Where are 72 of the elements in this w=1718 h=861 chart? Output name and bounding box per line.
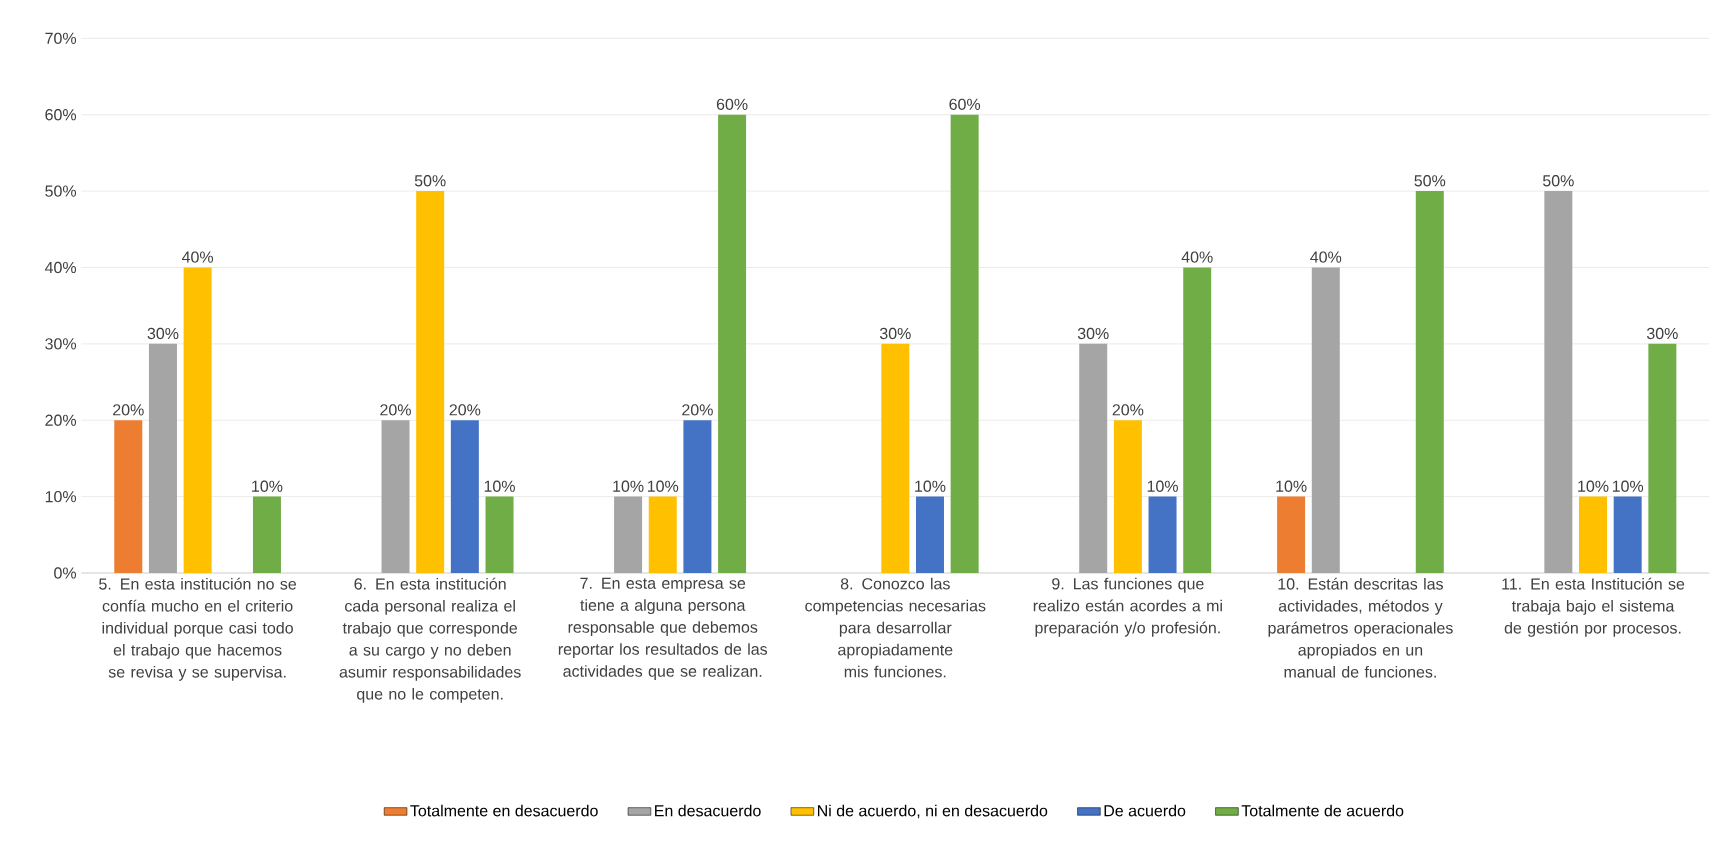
data-label: 10% [1578,480,1609,492]
bar [648,496,677,573]
bar [183,267,212,573]
y-tick-label: 70% [45,32,77,44]
data-label: 40% [1310,251,1342,263]
bar [950,114,979,573]
bar [1311,267,1340,573]
bar [1544,191,1573,573]
bar [1148,496,1177,573]
y-tick-label: 10% [45,490,77,503]
data-label: 30% [1646,327,1678,340]
bar [252,496,281,573]
bar [915,496,944,573]
data-label: 20% [380,404,411,416]
bar [148,343,177,573]
bar [1079,343,1108,573]
bar [1648,343,1677,573]
bar [416,191,445,573]
y-tick-label: 0% [54,567,77,579]
x-tick-label: 5. En esta institución no se confía mucho en el criterio individual porque casi todo el trabajo que hacemos se revisa y se supervisa. [99,577,297,681]
x-tick-label: 7. En esta empresa se tiene a alguna persona responsable que debemos reportar los resultados de las actividades que se realizan. [558,577,768,681]
data-label: 10% [1612,480,1644,492]
data-label: 40% [181,251,214,263]
data-label: 50% [1542,175,1574,187]
legend-label: En desacuerdo [655,804,761,817]
y-tick-label: 40% [44,261,77,274]
legend-label: Ni de acuerdo, ni en desacuerdo [818,804,1048,819]
data-label: 30% [1077,327,1109,340]
legend-label: Totalmente en desacuerdo [410,804,598,817]
data-label: 20% [1112,404,1144,416]
x-tick-label: 9. Las funciones que realizo están acordes a mi preparación y/o profesión. [1033,577,1222,637]
data-label: 10% [252,480,283,492]
data-label: 10% [1276,480,1307,492]
data-label: 50% [1414,175,1446,187]
bar [683,420,712,573]
data-label: 60% [716,98,748,110]
x-tick-label: 8. Conozco las competencias necesarias para desarrollar apropiadamente mis funciones. [805,577,986,678]
bar [1613,496,1642,573]
data-label: 40% [1181,251,1213,263]
bar [614,496,643,573]
bar [718,114,747,573]
y-tick-label: 50% [45,185,77,197]
data-label: 20% [449,404,481,416]
bar [881,343,910,573]
data-label: 60% [949,98,981,110]
data-label: 50% [414,175,446,187]
y-tick-label: 30% [45,338,77,350]
bar [1277,496,1306,573]
legend-label: De acuerdo [1104,804,1186,817]
data-label: 10% [484,480,515,492]
data-label: 30% [879,327,911,340]
data-label: 20% [113,404,144,416]
legend-label: Totalmente de acuerdo [1241,804,1404,817]
bar [485,496,514,573]
bar [1579,496,1608,573]
data-label: 10% [915,480,946,492]
bar [1183,267,1212,573]
x-tick-label: 11. En esta Institución se trabaja bajo el sistema de gestión por procesos. [1502,577,1685,637]
bar [114,420,143,573]
data-label: 10% [1147,480,1178,492]
bar [450,420,479,573]
bar [1113,420,1142,573]
bar [381,420,410,573]
data-label: 10% [647,480,679,492]
data-label: 10% [613,480,644,492]
y-tick-label: 60% [45,109,77,121]
data-label: 20% [682,404,713,416]
bar [1415,191,1444,573]
y-tick-label: 20% [45,414,77,426]
data-label: 30% [147,327,179,340]
x-tick-label: 10. Están descritas las actividades, métodos y parámetros operacionales apropiados en un manual de funciones. [1268,577,1453,678]
x-tick-label: 6. En esta institución cada personal realiza el trabajo que corresponde a su cargo y no deben asumir responsabilidades que no le competen. [339,577,521,703]
